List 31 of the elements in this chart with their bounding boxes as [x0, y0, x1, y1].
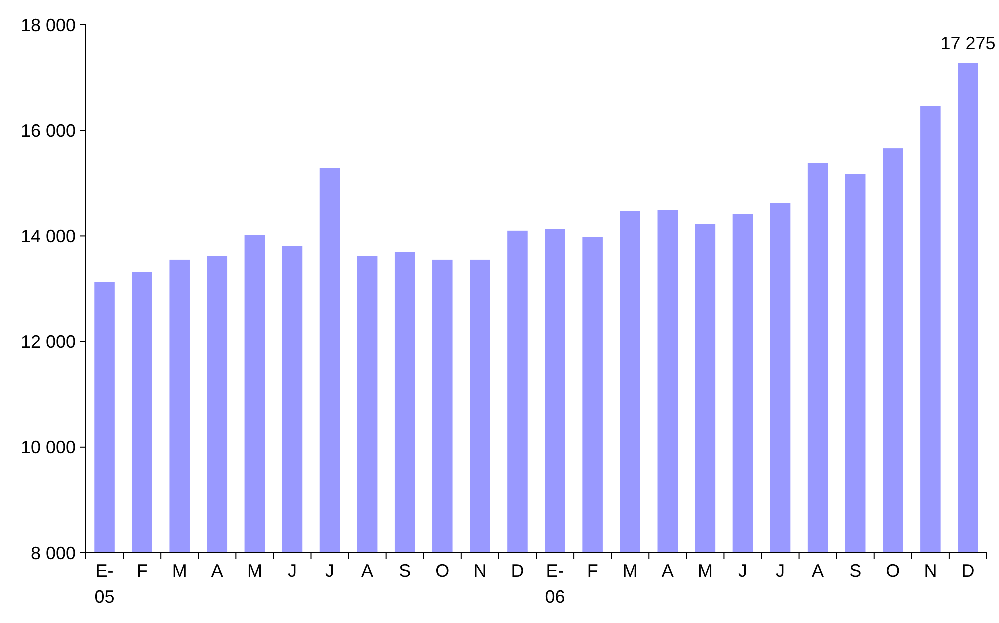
x-tick-label: J	[776, 561, 786, 581]
x-tick-label: N	[474, 561, 487, 581]
x-tick-label: F	[136, 561, 148, 581]
y-tick-label: 16 000	[20, 120, 76, 141]
x-tick-label: S	[850, 561, 862, 581]
x-tick-label: J	[326, 561, 335, 581]
data-label: 17 275	[940, 33, 996, 54]
x-tick-label: A	[362, 561, 374, 581]
x-tick-label: J	[288, 561, 297, 581]
x-tick-label: A	[812, 561, 824, 581]
x-tick-label: M	[698, 561, 713, 581]
x-tick-label: E- 05	[94, 561, 115, 607]
y-tick-label: 8 000	[30, 543, 76, 564]
x-tick-label: M	[247, 561, 262, 581]
x-tick-label: E- 06	[545, 561, 566, 607]
x-tick-label: A	[662, 561, 674, 581]
x-tick-label: S	[399, 561, 412, 581]
x-tick-label: N	[924, 561, 938, 581]
x-tick-label: O	[436, 561, 450, 581]
y-tick-label: 14 000	[20, 226, 76, 246]
y-tick-label: 18 000	[20, 15, 76, 36]
y-tick-label: 12 000	[20, 332, 76, 352]
x-tick-label: D	[511, 561, 524, 581]
x-tick-label: A	[211, 561, 224, 581]
x-tick-label: D	[962, 561, 975, 581]
x-tick-label: M	[622, 561, 638, 581]
x-tick-label: F	[587, 561, 598, 581]
x-tick-label: J	[738, 561, 748, 581]
x-tick-label: O	[886, 561, 900, 581]
x-tick-label: M	[172, 561, 188, 581]
y-tick-label: 10 000	[20, 438, 76, 458]
